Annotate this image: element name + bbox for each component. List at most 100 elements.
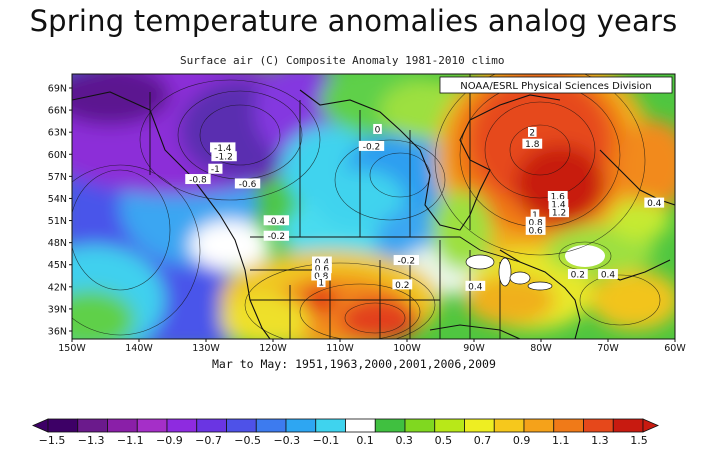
contour-label-box	[549, 207, 569, 218]
great-lakes	[465, 254, 553, 291]
lon-label: 70W	[597, 343, 619, 354]
contour-label-box	[373, 123, 382, 134]
colorbar-tick-label: −1.1	[117, 434, 144, 447]
contour-label: 0	[375, 125, 381, 135]
contour-labels: -1.4-1.2 -1 -0.8 -0.6 -0.4 -0.2 -0.2 0 -0.2 0.2 0.…	[185, 123, 665, 292]
lon-label: 100W	[393, 343, 421, 354]
contour-label: 1.8	[525, 140, 540, 150]
lat-label: 51N	[48, 216, 67, 227]
colorbar-tick-label: −0.3	[273, 434, 300, 447]
contour-label: -0.2	[268, 232, 286, 242]
contour-label-box	[312, 263, 332, 274]
contour-label-box	[234, 178, 261, 189]
colorbar-segment	[136, 418, 168, 433]
contour-label: -1	[211, 165, 220, 175]
page-title: Spring temperature anomalies analog year…	[29, 4, 678, 38]
contour-label: 0.2	[395, 281, 409, 291]
map-frame	[71, 73, 676, 340]
colorbar-segment	[107, 418, 138, 433]
colorbar	[31, 418, 660, 433]
colorbar-tick-label: 0.7	[474, 434, 492, 447]
contour-label-box	[208, 163, 223, 174]
colorbar-segment	[196, 418, 227, 433]
analog-years-caption: Mar to May: 1951,1963,2000,2001,2006,200…	[212, 357, 496, 371]
colorbar-segment	[404, 418, 436, 433]
lat-label: 57N	[48, 172, 67, 183]
contour-label-box	[525, 216, 546, 227]
contour-label-box	[392, 279, 413, 290]
contour-label-box	[530, 209, 540, 220]
lat-label: 42N	[48, 282, 67, 293]
map-subtitle: Surface air (C) Composite Anomaly 1981-2…	[180, 54, 505, 67]
lon-label: 140W	[125, 343, 153, 354]
colorbar-segment	[464, 418, 495, 433]
lon-label: 80W	[530, 343, 552, 354]
contour-label: 0.4	[601, 271, 616, 281]
contour-label: 0.4	[315, 258, 330, 268]
contour-label: -0.6	[239, 180, 257, 190]
contour-label: -1.4	[214, 144, 232, 154]
lat-label: 60N	[48, 150, 67, 161]
colorbar-tick-label: 0.9	[513, 434, 531, 447]
colorbar-tick-label: −0.5	[234, 434, 261, 447]
colorbar-segment	[166, 418, 198, 433]
colorbar-segment	[285, 418, 317, 433]
colorbar-arrow-low	[31, 418, 49, 433]
colorbar-ticks: −1.5 −1.3 −1.1 −0.9 −0.7 −0.5 −0.3 −0.1 0.1 0.3 0.…	[39, 434, 648, 447]
contour-label-box	[311, 270, 332, 281]
contour-label-box	[522, 138, 543, 149]
contour-label: 0.2	[571, 271, 585, 281]
lat-label: 69N	[48, 84, 67, 95]
contour-label-box	[312, 256, 332, 267]
lon-label: 60W	[664, 343, 686, 354]
contour-label: -0.4	[268, 217, 286, 227]
contour-label-box	[525, 224, 546, 235]
contour-label: -1.2	[215, 153, 233, 163]
colorbar-segment	[612, 418, 644, 433]
contour-label: 0.8	[528, 218, 543, 228]
lon-label: 90W	[463, 343, 485, 354]
lat-label: 63N	[48, 128, 67, 139]
colorbar-arrow-high	[642, 418, 660, 433]
contour-label-box	[548, 199, 569, 210]
colorbar-segment	[434, 418, 465, 433]
lon-label: 110W	[326, 343, 354, 354]
contour-label: 0.6	[315, 265, 330, 275]
contour-label-box	[644, 197, 665, 208]
lon-label: 130W	[192, 343, 220, 354]
anomaly-field	[72, 74, 675, 339]
contour-label: 1.4	[551, 201, 566, 211]
colorbar-segment	[493, 418, 525, 433]
contour-label-box	[547, 190, 568, 201]
colorbar-tick-label: 1.1	[552, 434, 570, 447]
contour-label: 0.8	[314, 272, 329, 282]
colorbar-segment	[47, 418, 79, 433]
credit-box	[439, 76, 673, 94]
contour-label: 1.6	[551, 192, 566, 202]
colorbar-segment	[374, 418, 406, 433]
colorbar-tick-label: 0.1	[356, 434, 374, 447]
contour-label-box	[210, 142, 236, 153]
contour-label: -0.8	[189, 176, 207, 186]
contour-label: -0.2	[363, 142, 381, 152]
colorbar-segment	[523, 418, 555, 433]
contour-label: 0.4	[647, 199, 662, 209]
colorbar-segment	[583, 418, 614, 433]
lat-label: 36N	[48, 327, 67, 338]
lon-label: 150W	[58, 343, 86, 354]
contour-label: 1	[532, 211, 538, 221]
colorbar-tick-label: −1.3	[78, 434, 105, 447]
contour-label-box	[567, 269, 588, 280]
colorbar-segment	[345, 418, 376, 433]
contour-label-box	[263, 230, 290, 241]
contour-label: 0.6	[528, 226, 543, 236]
lat-label: 54N	[48, 194, 67, 205]
contour-label-box	[211, 151, 237, 162]
colorbar-tick-label: 1.5	[630, 434, 648, 447]
colorbar-segment	[226, 418, 257, 433]
lat-label: 39N	[48, 304, 67, 315]
latitude-axis: 69N 66N 63N 60N 57N 54N 51N 48N 45N 42N 39N 36N	[48, 84, 72, 338]
lat-label: 45N	[48, 260, 67, 271]
contour-label: 1	[318, 279, 324, 289]
